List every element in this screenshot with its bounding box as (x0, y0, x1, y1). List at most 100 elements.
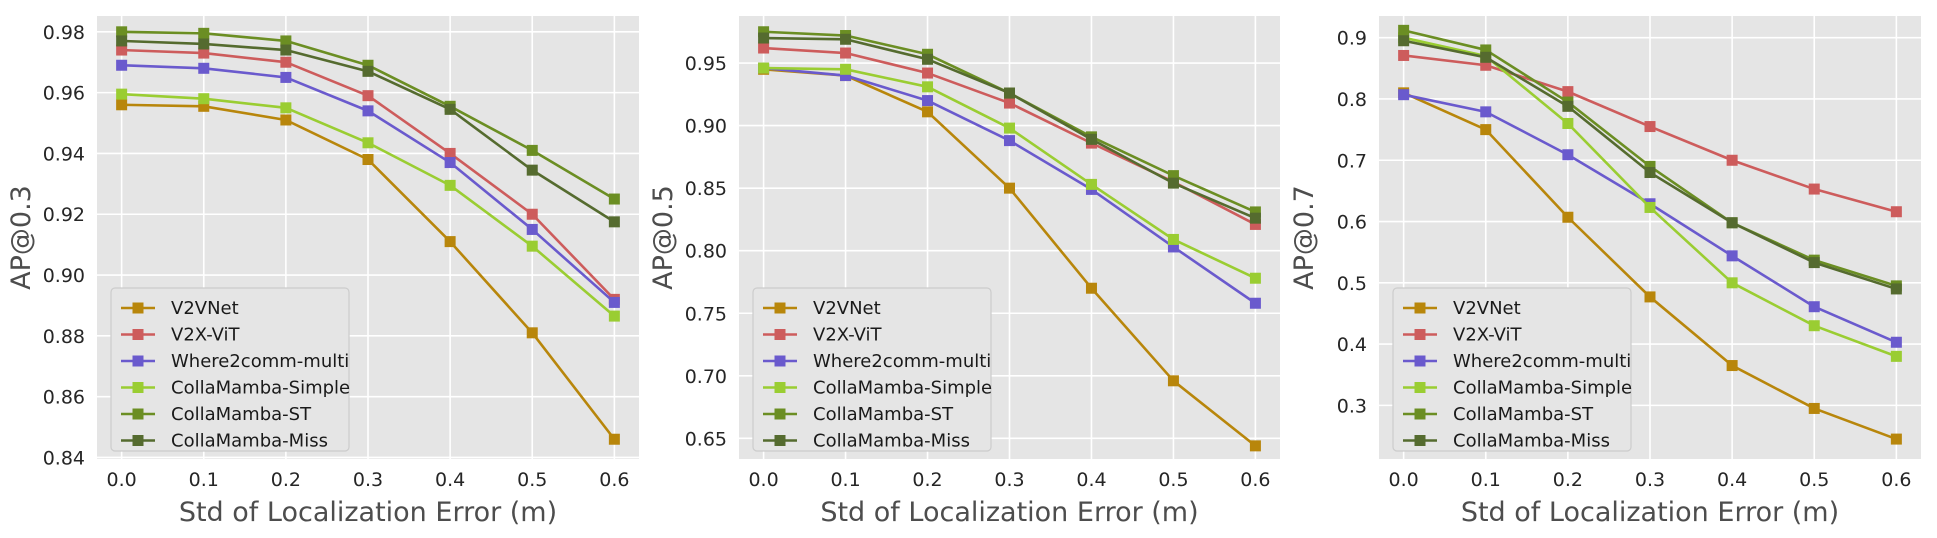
x-tick-label: 0.1 (830, 469, 860, 491)
y-axis-label: AP@0.7 (1289, 185, 1320, 290)
data-point (1398, 35, 1410, 47)
legend-label: V2X-ViT (813, 325, 883, 346)
data-point (280, 71, 292, 83)
legend-marker (774, 435, 786, 446)
data-point (1167, 177, 1179, 189)
data-point (1480, 44, 1492, 56)
data-point (526, 164, 538, 176)
y-tick-label: 0.80 (685, 241, 727, 263)
data-point (1398, 89, 1410, 101)
x-tick-label: 0.3 (1635, 469, 1665, 491)
data-point (1726, 154, 1738, 166)
data-point (1398, 24, 1410, 36)
y-tick-label: 0.9 (1337, 28, 1367, 50)
y-tick-label: 0.84 (43, 447, 85, 469)
data-point (1562, 117, 1574, 129)
x-tick-label: 0.3 (353, 469, 383, 491)
legend: V2VNet V2X-ViT Where2comm-multi CollaMamba-… (110, 287, 350, 452)
legend-label: CollaMamba-ST (171, 404, 312, 425)
data-point (198, 38, 210, 50)
data-point (1890, 350, 1902, 362)
x-tick-label: 0.1 (189, 469, 219, 491)
y-axis-label: AP@0.3 (6, 185, 37, 290)
x-tick-label: 0.0 (1389, 469, 1419, 491)
y-tick-label: 0.95 (685, 53, 727, 75)
x-tick-label: 0.4 (1717, 469, 1747, 491)
data-point (1480, 51, 1492, 63)
legend-item: CollaMamba-ST (1403, 404, 1594, 425)
data-point (1249, 206, 1261, 218)
chart-panel-2: 0.0 0.1 0.2 0.3 0.4 0.5 0.6 0.65 0.70 0.75 0.80 0.8… (648, 16, 1280, 528)
legend-item: CollaMamba-ST (121, 404, 312, 425)
y-tick-label: 0.94 (43, 143, 85, 165)
data-point (362, 59, 374, 71)
x-tick-label: 0.4 (1076, 469, 1106, 491)
data-point (608, 433, 620, 445)
data-point (608, 216, 620, 228)
series-CollaMamba-Simple (116, 88, 620, 322)
data-point (1808, 320, 1820, 332)
data-point (1480, 124, 1492, 136)
legend-frame (110, 287, 350, 452)
data-point (1726, 360, 1738, 372)
data-point (1644, 291, 1656, 303)
x-tick-label: 0.1 (1471, 469, 1501, 491)
legend-item: CollaMamba-Simple (121, 378, 350, 399)
x-axis-label: Std of Localization Error (m) (179, 497, 557, 528)
legend-marker (132, 329, 144, 340)
data-point (1480, 106, 1492, 118)
data-point (1480, 59, 1492, 71)
data-point (362, 105, 374, 117)
legend-marker (1414, 302, 1426, 314)
data-point (1562, 100, 1574, 112)
data-point (1004, 87, 1015, 99)
x-tick-label: 0.2 (271, 469, 301, 491)
y-tick-label: 0.98 (43, 22, 85, 44)
legend-label: CollaMamba-Simple (1453, 378, 1632, 399)
legend-label: V2VNet (1453, 298, 1521, 319)
legend-item: V2X-ViT (763, 325, 883, 346)
series-CollaMamba-Miss (116, 35, 620, 228)
data-point (922, 95, 934, 107)
series-Where2comm-multi (116, 59, 620, 308)
data-point (1085, 178, 1097, 190)
data-point (444, 103, 456, 115)
data-point (1167, 375, 1179, 387)
data-point (362, 65, 374, 77)
x-tick-label: 0.0 (107, 469, 137, 491)
x-tick-label: 0.5 (1158, 469, 1188, 491)
data-point (1004, 97, 1015, 109)
x-tick-label: 0.0 (748, 469, 778, 491)
data-point (116, 99, 128, 111)
data-point (608, 193, 620, 205)
x-tick-label: 0.2 (912, 469, 942, 491)
data-point (280, 35, 292, 47)
series-CollaMamba-Simple (758, 62, 1261, 284)
chart-panel-3: 0.0 0.1 0.2 0.3 0.4 0.5 0.6 0.3 0.4 0.5 0.6 0.7 0.8 0… (1289, 16, 1921, 528)
legend-marker (1414, 435, 1426, 446)
legend-item: Where2comm-multi (1403, 351, 1631, 372)
data-point (116, 44, 128, 56)
legend: V2VNet V2X-ViT Where2comm-multi CollaMamba-… (1392, 287, 1632, 452)
legend-label: CollaMamba-Simple (171, 378, 350, 399)
legend-item: Where2comm-multi (121, 351, 349, 372)
data-point (280, 114, 292, 126)
legend-marker (132, 382, 144, 393)
data-point (526, 208, 538, 220)
x-tick-label: 0.5 (1799, 469, 1829, 491)
data-point (362, 90, 374, 102)
legend-marker (774, 329, 786, 340)
data-point (1004, 135, 1015, 147)
x-tick-label: 0.6 (1881, 469, 1911, 491)
series-V2X-ViT (1398, 49, 1902, 218)
y-tick-label: 0.7 (1337, 150, 1367, 172)
data-point (1890, 336, 1902, 348)
data-point (116, 26, 128, 38)
y-tick-label: 0.70 (685, 366, 727, 388)
x-tick-label: 0.6 (599, 469, 629, 491)
data-point (1562, 211, 1574, 223)
data-point (1085, 282, 1097, 294)
data-point (1726, 250, 1738, 262)
data-point (1249, 218, 1261, 230)
